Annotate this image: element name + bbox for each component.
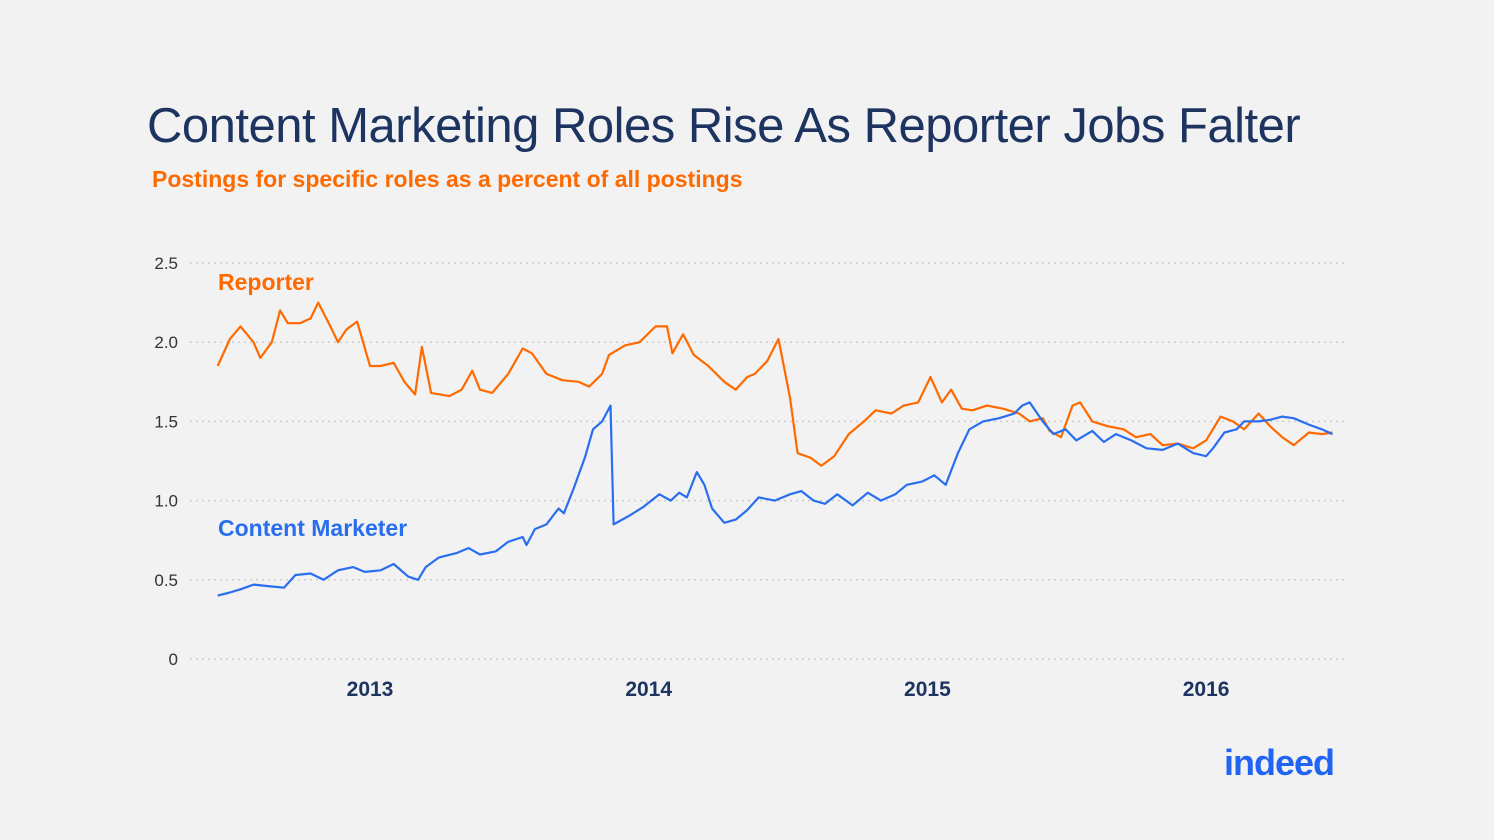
indeed-logo: indeed [1224, 742, 1335, 784]
series-label-reporter: Reporter [218, 269, 314, 295]
logo-text: indeed [1224, 742, 1335, 783]
y-axis: 0 0.5 1.0 1.5 2.0 2.5 [154, 254, 178, 669]
grid [190, 262, 1345, 660]
series-line-content-marketer [217, 401, 1333, 597]
series-line-reporter [216, 301, 1333, 467]
series-lines [216, 301, 1333, 597]
chart-title: Content Marketing Roles Rise As Reporter… [147, 99, 1301, 153]
x-axis: 2013 2014 2015 2016 [347, 678, 1230, 701]
y-tick-label: 1.5 [154, 412, 178, 431]
x-tick-label: 2015 [904, 678, 951, 701]
y-tick-label: 2.0 [154, 333, 178, 352]
y-tick-label: 0 [169, 650, 178, 669]
y-tick-label: 0.5 [154, 571, 178, 590]
series-label-content-marketer: Content Marketer [218, 515, 407, 541]
x-tick-label: 2016 [1183, 678, 1230, 701]
y-tick-label: 2.5 [154, 254, 178, 273]
y-tick-label: 1.0 [154, 492, 178, 511]
chart-subtitle: Postings for specific roles as a percent… [152, 166, 743, 192]
x-tick-label: 2014 [625, 678, 672, 701]
x-tick-label: 2013 [347, 678, 394, 701]
